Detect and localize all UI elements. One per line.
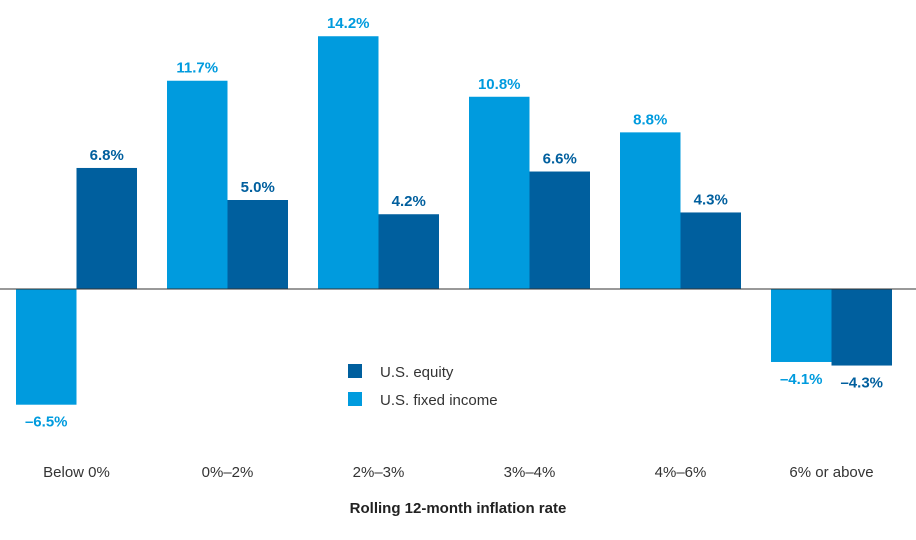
value-label-u-s-fixed-income-3: 14.2% — [327, 15, 370, 32]
bar-u-s-equity-3 — [378, 214, 439, 289]
legend-swatch-us-fixed-income — [348, 392, 362, 406]
value-label-u-s-fixed-income-1: –6.5% — [25, 414, 68, 431]
legend-label-us-equity: U.S. equity — [380, 364, 454, 381]
value-label-u-s-fixed-income-5: 8.8% — [633, 111, 667, 128]
bar-u-s-fixed-income-6 — [771, 289, 832, 362]
value-label-u-s-equity-3: 4.2% — [392, 193, 426, 210]
value-label-u-s-fixed-income-6: –4.1% — [780, 371, 823, 388]
bar-u-s-equity-2 — [227, 200, 288, 289]
value-label-u-s-equity-1: 6.8% — [90, 147, 124, 164]
value-label-u-s-equity-4: 6.6% — [543, 151, 577, 168]
category-label-2: 0%–2% — [202, 464, 254, 481]
bar-u-s-fixed-income-5 — [620, 132, 681, 289]
legend: U.S. equity U.S. fixed income — [348, 364, 498, 409]
value-labels-group: –6.5% 6.8% 11.7% 5.0% 14.2% 4.2% 10.8% 6.6% 8.8%… — [25, 15, 883, 430]
value-label-u-s-equity-6: –4.3% — [840, 375, 883, 392]
category-label-6: 6% or above — [789, 464, 873, 481]
bar-u-s-fixed-income-3 — [318, 36, 379, 289]
bar-u-s-equity-4 — [529, 171, 590, 289]
x-axis-title: Rolling 12-month inflation rate — [350, 500, 567, 517]
category-label-4: 3%–4% — [504, 464, 556, 481]
bar-u-s-fixed-income-2 — [167, 80, 228, 290]
bars-group — [16, 36, 892, 405]
bar-u-s-equity-6 — [831, 289, 892, 366]
bar-u-s-fixed-income-4 — [469, 96, 530, 289]
value-label-u-s-equity-5: 4.3% — [694, 191, 728, 208]
category-label-5: 4%–6% — [655, 464, 707, 481]
bar-u-s-equity-5 — [680, 212, 741, 289]
category-labels-group: Below 0% 0%–2% 2%–3% 3%–4% 4%–6% 6% or above — [43, 464, 873, 481]
value-label-u-s-equity-2: 5.0% — [241, 179, 275, 196]
legend-label-us-fixed-income: U.S. fixed income — [380, 392, 498, 409]
category-label-1: Below 0% — [43, 464, 110, 481]
value-label-u-s-fixed-income-2: 11.7% — [176, 60, 218, 77]
legend-swatch-us-equity — [348, 364, 362, 378]
category-label-3: 2%–3% — [353, 464, 405, 481]
bar-u-s-fixed-income-1 — [16, 289, 77, 405]
bar-u-s-equity-1 — [76, 167, 137, 289]
value-label-u-s-fixed-income-4: 10.8% — [478, 76, 521, 93]
